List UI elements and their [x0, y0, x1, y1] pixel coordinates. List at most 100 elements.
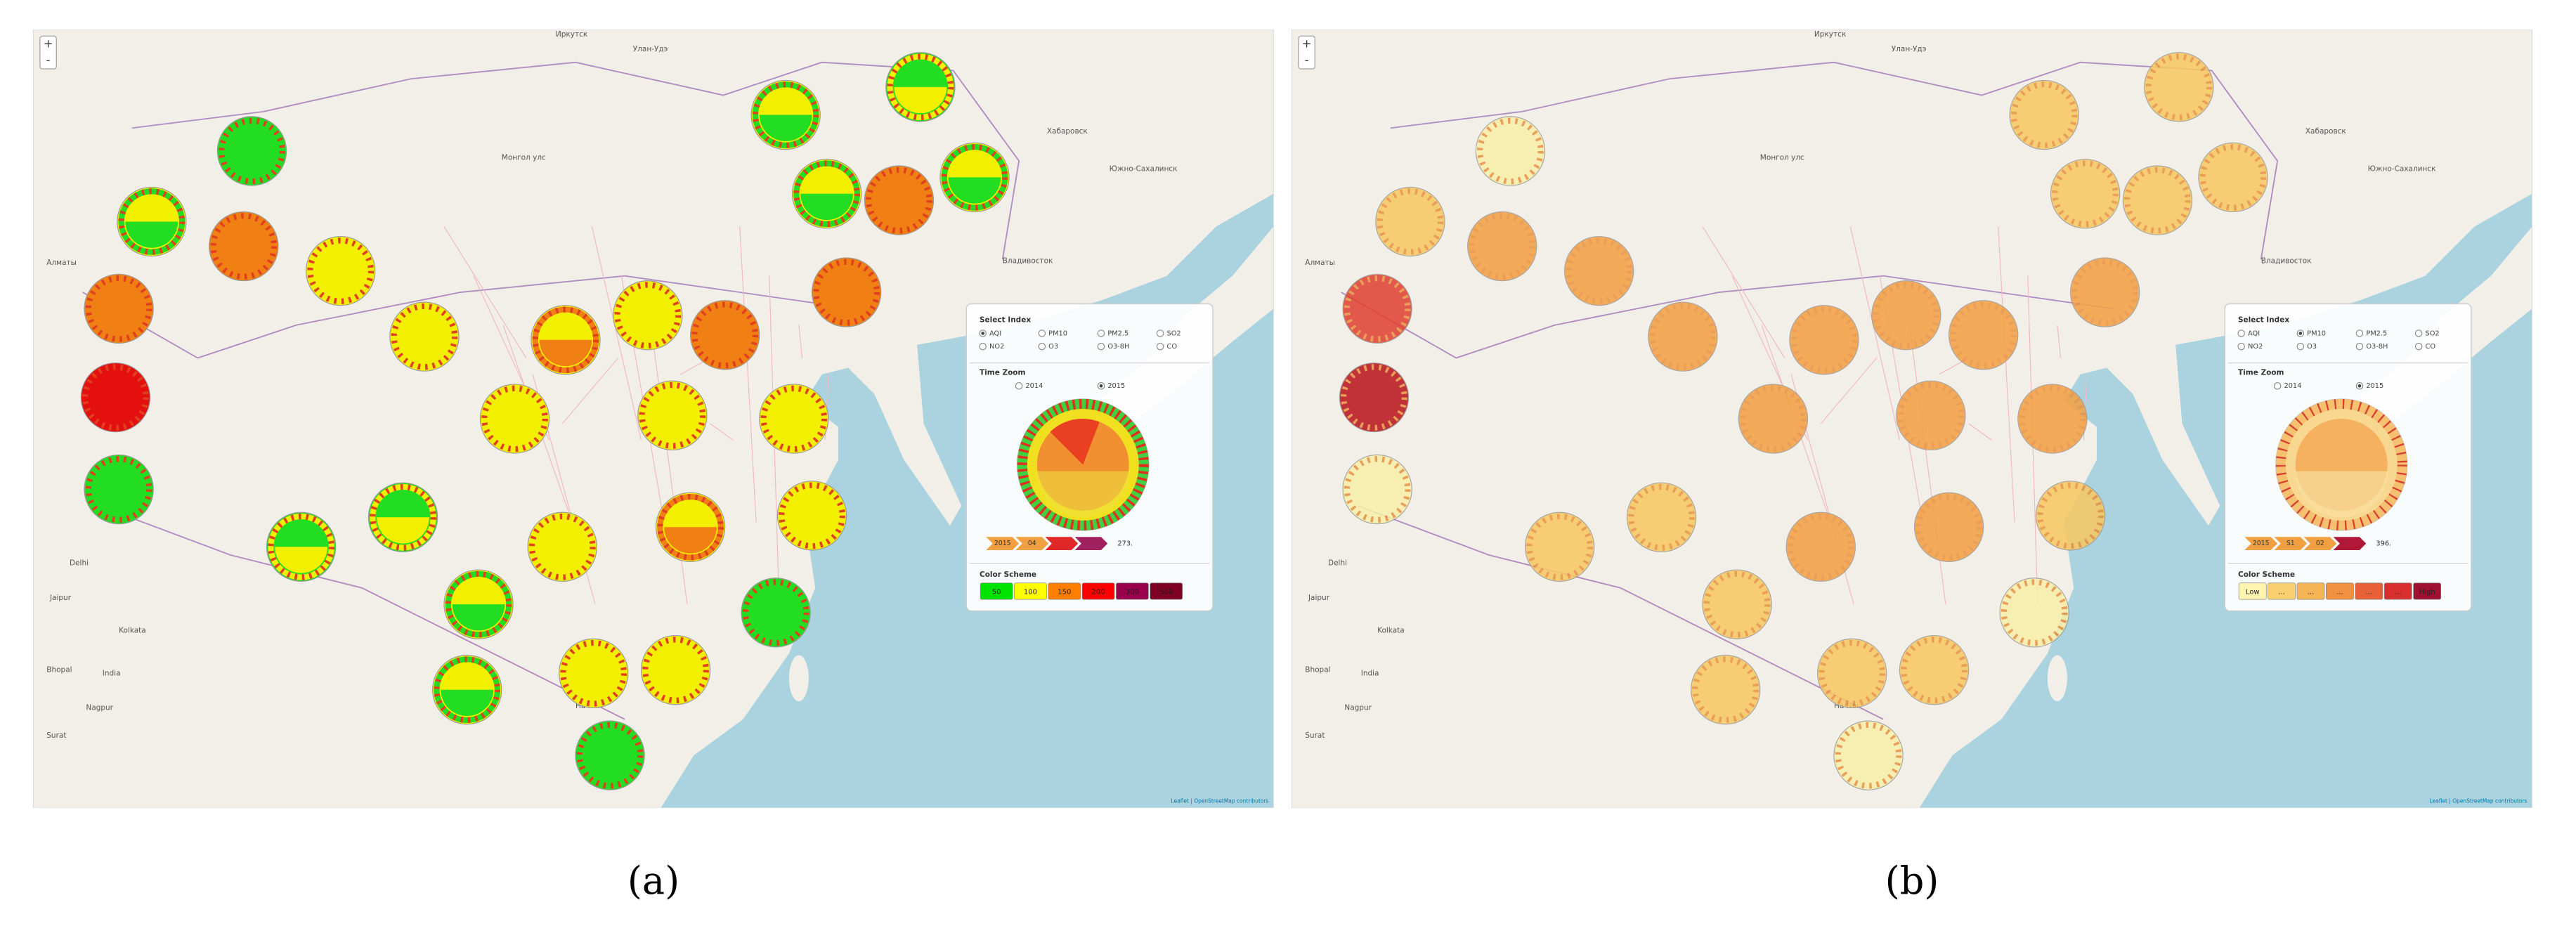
city-glyph[interactable]: [1785, 511, 1856, 582]
city-glyph[interactable]: [1896, 380, 1966, 450]
city-glyph[interactable]: [939, 142, 1010, 213]
city-glyph[interactable]: [80, 362, 151, 433]
city-glyph[interactable]: [2050, 159, 2121, 229]
select-index-title: Select Index: [2238, 316, 2289, 325]
city-glyph[interactable]: [2122, 165, 2193, 235]
city-glyph[interactable]: [1789, 305, 1859, 375]
place-label: Алматы: [1305, 259, 1335, 267]
breadcrumb-step[interactable]: [2244, 537, 2278, 551]
radio[interactable]: [2273, 382, 2282, 390]
city-glyph[interactable]: [1524, 511, 1595, 582]
zoom-in[interactable]: +: [1302, 37, 1312, 51]
city-glyph[interactable]: [759, 384, 829, 454]
zoom-in[interactable]: +: [44, 37, 53, 51]
city-glyph[interactable]: [1999, 578, 2069, 648]
radio[interactable]: [2414, 342, 2423, 351]
city-glyph[interactable]: [575, 720, 645, 790]
glyph-disc: [306, 235, 376, 306]
city-glyph[interactable]: [640, 634, 711, 705]
city-glyph[interactable]: [1342, 454, 1412, 525]
city-glyph[interactable]: [1949, 300, 2019, 370]
city-glyph[interactable]: [531, 305, 601, 375]
city-glyph[interactable]: [637, 380, 708, 450]
city-glyph[interactable]: [2009, 79, 2079, 150]
city-glyph[interactable]: [1913, 492, 1984, 562]
city-glyph[interactable]: [1467, 211, 1537, 282]
breadcrumb-step[interactable]: [2303, 537, 2337, 551]
breadcrumb-step[interactable]: [986, 537, 1020, 551]
city-glyph[interactable]: [1475, 116, 1546, 186]
glyph-disc: [811, 257, 882, 327]
city-glyph[interactable]: [1817, 638, 1887, 708]
city-glyph[interactable]: [443, 569, 514, 639]
city-glyph[interactable]: [1702, 569, 1772, 639]
city-glyph[interactable]: [1339, 362, 1410, 433]
city-glyph[interactable]: [811, 257, 882, 327]
city-glyph[interactable]: [432, 655, 502, 725]
city-glyph[interactable]: [613, 280, 683, 351]
city-glyph[interactable]: [741, 578, 811, 648]
radio[interactable]: [1038, 330, 1046, 337]
city-glyph[interactable]: [2035, 481, 2106, 551]
city-glyph[interactable]: [117, 186, 187, 257]
city-glyph[interactable]: [367, 482, 438, 552]
radio[interactable]: [1038, 342, 1046, 351]
city-glyph[interactable]: [885, 52, 956, 122]
city-glyph[interactable]: [1899, 634, 1970, 705]
city-glyph[interactable]: [1564, 235, 1634, 306]
index-label: AQI: [989, 330, 1001, 337]
zoom-out[interactable]: -: [1305, 53, 1309, 67]
detail-glyph[interactable]: [1017, 398, 1150, 531]
radio[interactable]: [2355, 330, 2364, 337]
city-glyph[interactable]: [1342, 273, 1412, 344]
city-glyph[interactable]: [479, 384, 550, 454]
city-glyph[interactable]: [690, 300, 760, 370]
radio[interactable]: [2237, 342, 2245, 351]
detail-glyph[interactable]: [2275, 398, 2408, 531]
radio[interactable]: [2355, 342, 2364, 351]
city-glyph[interactable]: [306, 235, 376, 306]
city-glyph[interactable]: [1691, 655, 1761, 725]
city-glyph[interactable]: [84, 273, 154, 344]
city-glyph[interactable]: [1871, 280, 1941, 351]
city-glyph[interactable]: [791, 159, 862, 229]
city-glyph[interactable]: [1738, 384, 1809, 454]
radio[interactable]: [2414, 330, 2423, 337]
city-glyph[interactable]: [1626, 482, 1697, 552]
city-glyph[interactable]: [776, 481, 847, 551]
breadcrumb-step[interactable]: [2333, 537, 2367, 551]
city-glyph[interactable]: [2017, 384, 2088, 454]
breadcrumb-step[interactable]: [1045, 537, 1079, 551]
glyph-ring: [614, 282, 682, 349]
breadcrumb-step[interactable]: [1015, 537, 1049, 551]
city-glyph[interactable]: [2144, 52, 2214, 122]
city-glyph[interactable]: [655, 492, 726, 562]
city-glyph[interactable]: [209, 211, 279, 282]
radio[interactable]: [2296, 342, 2305, 351]
city-glyph[interactable]: [266, 511, 337, 582]
radio[interactable]: [1097, 330, 1105, 337]
breadcrumb-step[interactable]: [2274, 537, 2308, 551]
glyph-disc: [1999, 578, 2069, 648]
radio[interactable]: [1015, 382, 1023, 390]
radio[interactable]: [2237, 330, 2245, 337]
city-glyph[interactable]: [1648, 301, 1718, 372]
city-glyph[interactable]: [527, 511, 597, 582]
radio[interactable]: [1097, 342, 1105, 351]
city-glyph[interactable]: [864, 165, 935, 235]
radio[interactable]: [979, 342, 987, 351]
city-glyph[interactable]: [1375, 186, 1445, 257]
breadcrumb-step[interactable]: [1074, 537, 1108, 551]
city-glyph[interactable]: [559, 638, 629, 708]
city-glyph[interactable]: [84, 454, 154, 525]
radio[interactable]: [1156, 330, 1164, 337]
city-glyph[interactable]: [216, 116, 287, 186]
city-glyph[interactable]: [750, 79, 821, 150]
city-glyph[interactable]: [2069, 257, 2140, 327]
radio[interactable]: [1156, 342, 1164, 351]
city-glyph[interactable]: [2198, 142, 2268, 213]
zoom-out[interactable]: -: [46, 53, 51, 67]
scheme-label: ...: [2336, 589, 2343, 596]
city-glyph[interactable]: [1833, 720, 1904, 790]
city-glyph[interactable]: [389, 301, 460, 372]
